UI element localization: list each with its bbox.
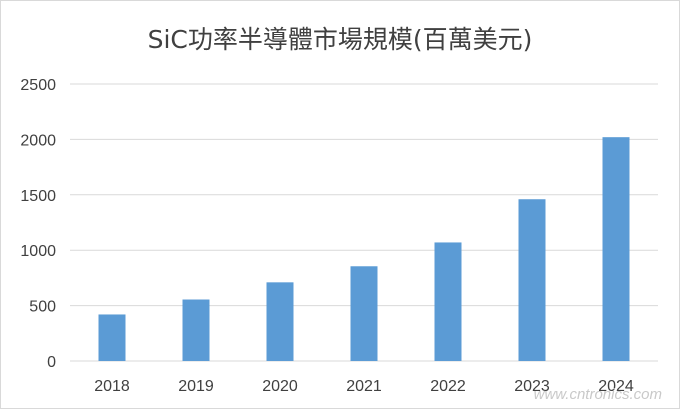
x-tick-label: 2020 [262, 378, 298, 395]
bar [98, 314, 126, 361]
y-tick-label: 500 [29, 299, 56, 316]
bar [518, 199, 546, 361]
y-tick-label: 1000 [20, 243, 56, 260]
x-tick-label: 2024 [598, 378, 634, 395]
bar [434, 242, 462, 361]
y-tick-label: 1500 [20, 188, 56, 205]
x-tick-label: 2018 [94, 378, 130, 395]
y-tick-label: 2500 [20, 77, 56, 94]
bar [602, 137, 630, 361]
watermark-text: www.cntronics.com [533, 386, 662, 403]
y-tick-label: 2000 [20, 132, 56, 149]
x-tick-label: 2019 [178, 378, 214, 395]
y-tick-label: 0 [47, 354, 56, 371]
x-tick-label: 2023 [514, 378, 550, 395]
chart-title: SiC功率半導體市場規模(百萬美元) [147, 25, 533, 54]
bar [266, 282, 294, 361]
x-tick-label: 2022 [430, 378, 466, 395]
x-tick-label: 2021 [346, 378, 382, 395]
bar [182, 299, 210, 361]
bar [350, 266, 378, 361]
